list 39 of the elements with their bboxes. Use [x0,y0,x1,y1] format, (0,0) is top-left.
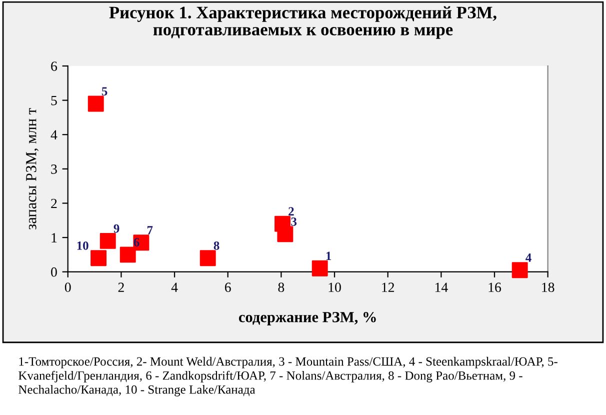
x-tick-label: 10 [328,282,341,292]
y-tick-label: 3 [51,164,57,174]
annotation: 3 [291,217,297,226]
point [120,246,136,263]
x-tick-label: 16 [488,282,502,292]
x-axis-title: содержание РЗМ, % [238,312,376,326]
point [512,262,528,278]
y-tick-label: 2 [51,198,57,208]
x-tick-label: 14 [435,282,448,292]
y-tick-label: 6 [51,62,58,71]
x-tick-label: 0 [64,282,71,292]
x-tick-label: 12 [382,282,394,292]
y-tick-label: 0 [51,267,57,277]
y-tick-label: 4 [50,130,58,140]
point [100,232,116,249]
x-tick-label: 6 [224,282,231,292]
annotation: 9 [114,224,120,233]
y-tick-label: 5 [51,96,57,106]
annotation: 5 [102,87,108,96]
y-axis-title: запасы РЗМ, млн т [26,108,38,230]
point [312,260,328,276]
x-tick-label: 18 [542,282,554,292]
point [90,250,107,266]
x-tick-label: 8 [278,282,284,292]
annotation: 4 [526,254,532,262]
x-tick-label: 2 [118,282,124,292]
annotation: 10 [77,241,88,250]
annotation: 8 [214,241,220,250]
y-tick-label: 1 [52,233,57,242]
x-tick-label: 4 [171,282,178,292]
point [277,226,294,242]
point [200,250,216,266]
annotation: 2 [288,207,294,216]
annotation: 7 [147,226,153,234]
annotation: 6 [134,238,140,246]
annotation: 1 [326,252,332,260]
chart-title: Рисунок 1. Характеристика месторождений РЗМ, подготавливаемых к освоению в мире [109,6,496,39]
point [88,96,104,112]
text: 1-Томторское/Россия, 2- Mount Weld/Австралия, 3 - Mountain Pass/США, 4 - Steenkampskraal/ЮАР, 5- Kvanefjeld/Гренландия, 6 - Zandkopsdrift/ЮАР, 7 - Nolans/Австралия, 8 - Dong Pao/Вьетнам, 9 - Nechalacho/Канада, 10 - Strange Lake/Канада [18,356,558,396]
